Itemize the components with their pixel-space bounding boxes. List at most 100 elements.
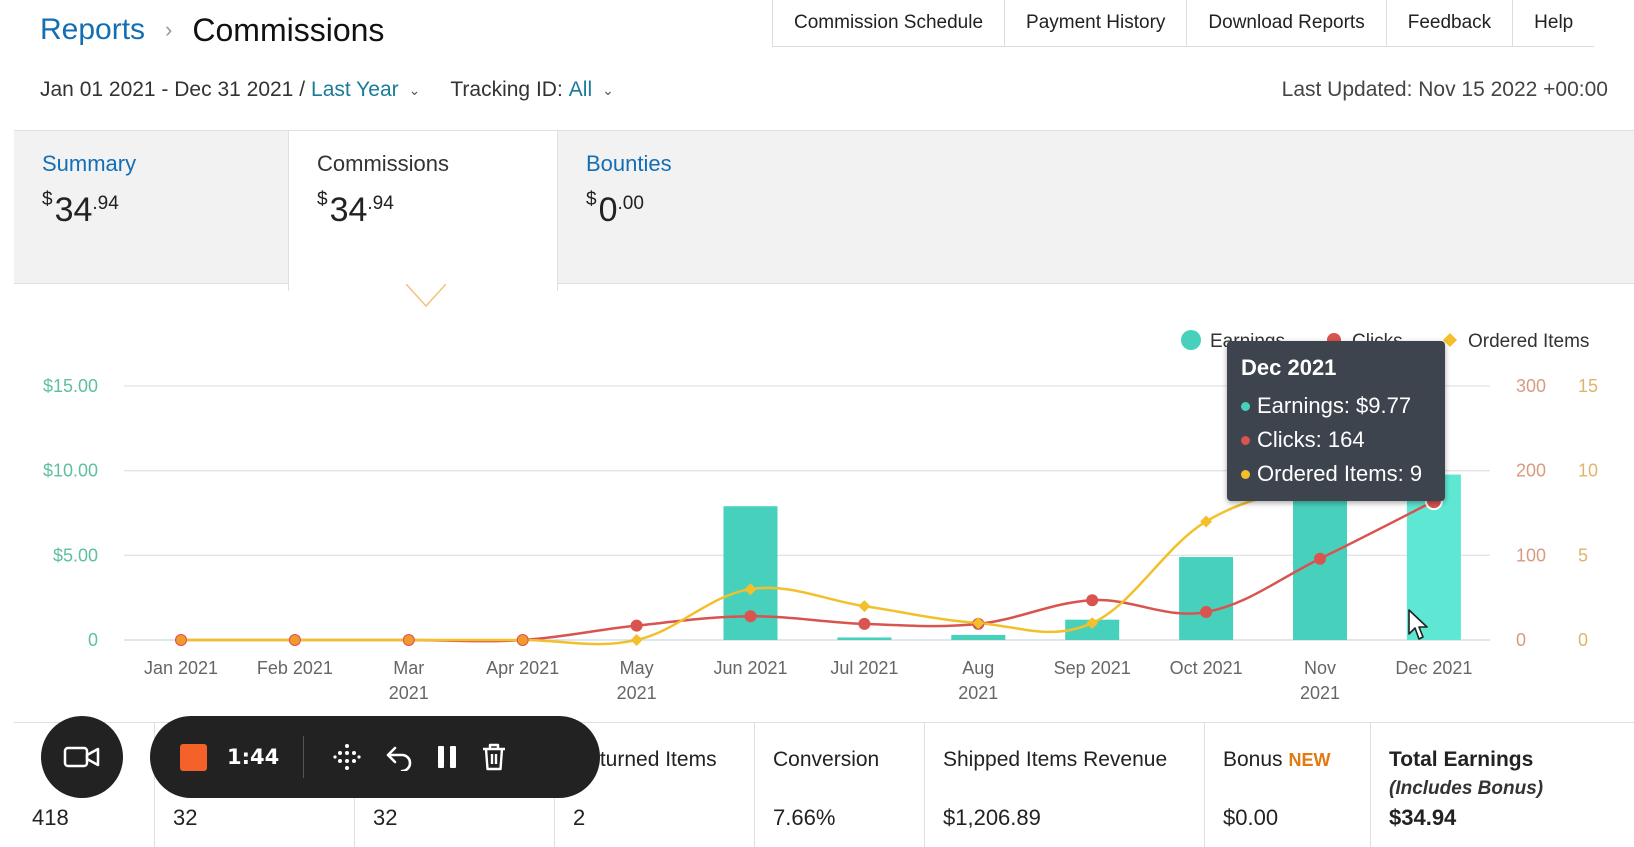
x-tick-label: 2021 [389, 683, 429, 703]
tracking-label: Tracking ID: [450, 78, 563, 101]
x-tick-label: Feb 2021 [257, 658, 333, 678]
feedback-link[interactable]: Feedback [1385, 0, 1512, 46]
chart-tooltip: Dec 2021 Earnings: $9.77 Clicks: 164 Ord… [1227, 341, 1445, 501]
y-right-clicks-tick-label: 300 [1516, 376, 1546, 396]
metric-total-earnings: Total Earnings (Includes Bonus) $34.94 [1370, 723, 1634, 847]
earnings-dot-icon [1241, 401, 1250, 411]
ordered-items-point [858, 600, 871, 613]
tab-commissions-label: Commissions [317, 151, 450, 176]
tooltip-title: Dec 2021 [1241, 355, 1337, 380]
x-tick-label: 2021 [1300, 683, 1340, 703]
ordered-items-point [1086, 617, 1099, 630]
download-reports-link[interactable]: Download Reports [1186, 0, 1385, 46]
tab-bounties[interactable]: Bounties $0.00 [558, 131, 828, 283]
grid-dots-icon[interactable] [332, 742, 362, 772]
trash-icon[interactable] [480, 742, 508, 772]
clicks-point [630, 619, 643, 632]
metric-clicks: 418 [32, 805, 69, 830]
clicks-point [744, 610, 757, 623]
metric-ordered: 32 [154, 723, 354, 847]
tab-commissions-amount: $34.94 [317, 189, 394, 229]
ordered-items-point [1200, 515, 1213, 528]
tracking-dropdown[interactable]: All [568, 78, 593, 101]
page-title: Commissions [192, 11, 385, 48]
y-left-tick-label: $5.00 [53, 545, 98, 565]
tab-bounties-label: Bounties [586, 151, 672, 176]
clicks-point [1314, 552, 1326, 565]
y-right-items-tick-label: 5 [1578, 545, 1588, 565]
ordered-items-point [744, 583, 757, 596]
report-tabs: Summary $34.94 Commissions $34.94 Bounti… [14, 130, 1634, 291]
metric-conversion: Conversion 7.66% [754, 723, 924, 847]
earnings-bar [1179, 557, 1234, 640]
clicks-line [181, 500, 1435, 643]
tab-bounties-amount: $0.00 [586, 189, 644, 229]
x-tick-label: 2021 [617, 683, 657, 703]
ordered-items-point [630, 634, 643, 646]
date-range: Jan 01 2021 - Dec 31 2021 / [40, 78, 306, 101]
filter-bar: Jan 01 2021 - Dec 31 2021 / Last Year ⌄ … [40, 78, 614, 102]
mouse-cursor-icon [1408, 609, 1428, 640]
x-tick-label: 2021 [958, 683, 998, 703]
breadcrumb-separator: › [165, 17, 173, 42]
recording-toolbar: 1:44 [150, 716, 600, 798]
ordered-items-point [972, 617, 985, 630]
ordered-items-point [289, 635, 300, 645]
new-badge: NEW [1288, 750, 1331, 770]
earnings-bar [1065, 619, 1120, 640]
x-tick-label: Nov [1304, 658, 1336, 678]
breadcrumb: Reports › Commissions [40, 10, 384, 50]
tooltip-row-earnings: Earnings: $9.77 [1241, 389, 1431, 423]
stop-recording-button[interactable] [180, 743, 207, 771]
x-tick-label: May [620, 658, 654, 678]
camera-button[interactable] [41, 716, 123, 798]
tab-summary-amount: $34.94 [42, 189, 119, 229]
commission-schedule-link[interactable]: Commission Schedule [772, 0, 1004, 46]
tooltip-row-ordered: Ordered Items: 9 [1241, 457, 1431, 491]
tab-commissions[interactable]: Commissions $34.94 [288, 131, 558, 291]
clicks-point [858, 617, 871, 630]
x-tick-label: Jul 2021 [830, 658, 898, 678]
period-dropdown[interactable]: Last Year [311, 78, 399, 101]
legend-earnings-marker [1181, 330, 1201, 350]
pause-icon[interactable] [434, 743, 460, 771]
y-right-items-tick-label: 10 [1578, 461, 1598, 481]
tab-summary-label: Summary [42, 151, 137, 176]
last-updated: Last Updated: Nov 15 2022 +00:00 [1281, 78, 1608, 101]
metric-bonus: Bonus NEW $0.00 [1204, 723, 1370, 847]
metric-revenue: Shipped Items Revenue $1,206.89 [924, 723, 1204, 847]
legend-ordered-items-label: Ordered Items [1468, 331, 1589, 352]
tab-summary[interactable]: Summary $34.94 [14, 131, 284, 283]
x-tick-label: Dec 2021 [1395, 658, 1472, 678]
toolbar-divider [303, 736, 305, 778]
clicks-dot-icon [1241, 435, 1250, 445]
top-nav: Commission Schedule Payment History Down… [772, 0, 1595, 47]
ordered-items-point [176, 635, 186, 645]
y-left-tick-label: $15.00 [43, 376, 98, 396]
x-tick-label: Apr 2021 [486, 658, 559, 678]
chevron-down-icon[interactable]: ⌄ [602, 81, 614, 98]
x-tick-label: Sep 2021 [1054, 658, 1131, 678]
legend-ordered-items-marker [1443, 333, 1457, 347]
x-tick-label: Oct 2021 [1170, 658, 1243, 678]
tooltip-row-clicks: Clicks: 164 [1241, 423, 1431, 457]
x-tick-label: Aug [962, 658, 994, 678]
earnings-bar [951, 634, 1006, 640]
y-left-tick-label: 0 [88, 630, 98, 650]
y-right-items-tick-label: 0 [1578, 630, 1588, 650]
earnings-bar [837, 637, 892, 640]
recording-time: 1:44 [227, 745, 280, 769]
ordered-items-point [403, 635, 414, 645]
y-right-items-tick-label: 15 [1578, 376, 1598, 396]
payment-history-link[interactable]: Payment History [1004, 0, 1186, 46]
y-right-clicks-tick-label: 100 [1516, 545, 1546, 565]
chevron-down-icon[interactable]: ⌄ [408, 81, 421, 98]
undo-icon[interactable] [382, 743, 414, 771]
help-link[interactable]: Help [1512, 0, 1594, 46]
y-left-tick-label: $10.00 [43, 461, 98, 481]
clicks-point [1200, 606, 1213, 619]
y-right-clicks-tick-label: 200 [1516, 461, 1546, 481]
clicks-point [1086, 594, 1099, 607]
y-right-clicks-tick-label: 0 [1516, 630, 1526, 650]
breadcrumb-reports-link[interactable]: Reports [40, 13, 146, 46]
